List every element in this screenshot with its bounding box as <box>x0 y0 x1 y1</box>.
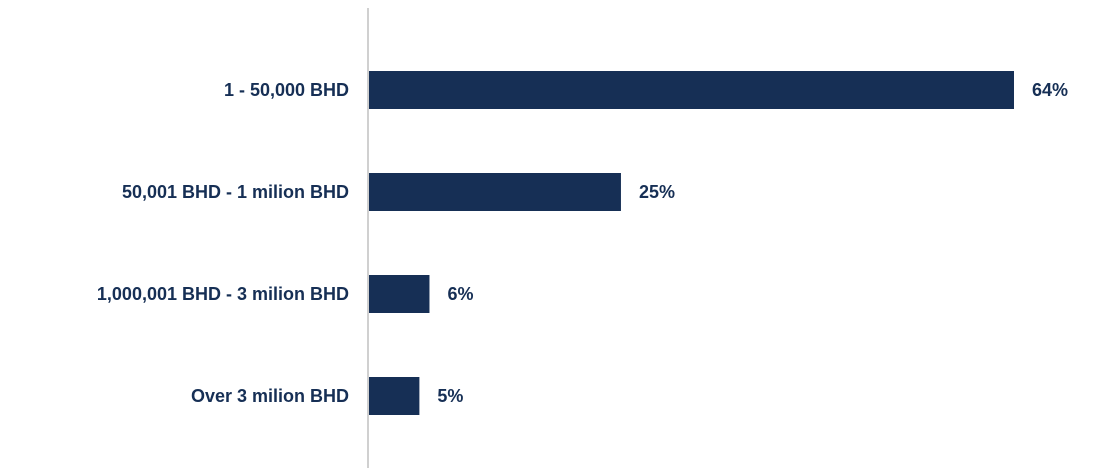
bars-group: 1 - 50,000 BHD 64% 50,001 BHD - 1 milion B… <box>97 71 1068 415</box>
bar <box>369 71 1014 109</box>
bar <box>369 377 420 415</box>
value-label: 6% <box>447 284 473 304</box>
value-label: 5% <box>437 386 463 406</box>
category-label: 1,000,001 BHD - 3 milion BHD <box>97 284 349 304</box>
category-label: 1 - 50,000 BHD <box>224 80 349 100</box>
category-label: Over 3 milion BHD <box>191 386 349 406</box>
value-label: 64% <box>1032 80 1068 100</box>
value-label: 25% <box>639 182 675 202</box>
bar <box>369 173 621 211</box>
category-label: 50,001 BHD - 1 milion BHD <box>122 182 349 202</box>
bar <box>369 275 430 313</box>
